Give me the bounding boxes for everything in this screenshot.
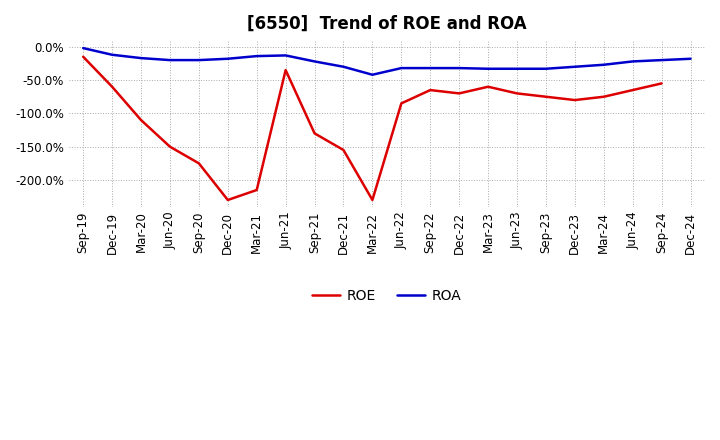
ROE bbox=[426, 88, 435, 93]
ROA bbox=[570, 64, 579, 70]
ROA bbox=[513, 66, 521, 71]
ROA bbox=[339, 64, 348, 70]
ROE bbox=[166, 144, 174, 149]
ROA bbox=[310, 59, 319, 64]
ROE bbox=[600, 94, 608, 99]
ROE bbox=[137, 117, 145, 123]
ROA bbox=[368, 72, 377, 77]
ROA bbox=[282, 53, 290, 58]
ROA bbox=[484, 66, 492, 71]
ROA bbox=[629, 59, 637, 64]
ROE bbox=[513, 91, 521, 96]
Line: ROA: ROA bbox=[84, 48, 690, 75]
ROA bbox=[79, 45, 88, 51]
ROE bbox=[541, 94, 550, 99]
ROA bbox=[253, 53, 261, 59]
ROA bbox=[455, 66, 464, 71]
Legend: ROE, ROA: ROE, ROA bbox=[307, 283, 467, 308]
ROA bbox=[223, 56, 232, 62]
ROE bbox=[570, 97, 579, 103]
ROA bbox=[686, 56, 695, 62]
ROE bbox=[629, 88, 637, 93]
ROA bbox=[397, 66, 405, 71]
ROA bbox=[137, 55, 145, 61]
ROE bbox=[79, 54, 88, 59]
ROA bbox=[108, 52, 117, 57]
ROA bbox=[194, 58, 203, 63]
ROA bbox=[426, 66, 435, 71]
ROE bbox=[253, 187, 261, 193]
ROE bbox=[657, 81, 666, 86]
ROA bbox=[166, 58, 174, 63]
ROA bbox=[600, 62, 608, 67]
Line: ROE: ROE bbox=[84, 57, 662, 200]
ROE bbox=[194, 161, 203, 166]
ROE bbox=[310, 131, 319, 136]
ROE bbox=[368, 198, 377, 203]
ROE bbox=[339, 147, 348, 153]
ROA bbox=[541, 66, 550, 71]
Title: [6550]  Trend of ROE and ROA: [6550] Trend of ROE and ROA bbox=[247, 15, 527, 33]
ROE bbox=[484, 84, 492, 89]
ROE bbox=[223, 198, 232, 203]
ROE bbox=[282, 67, 290, 73]
ROE bbox=[108, 84, 117, 89]
ROE bbox=[397, 101, 405, 106]
ROE bbox=[455, 91, 464, 96]
ROA bbox=[657, 58, 666, 63]
